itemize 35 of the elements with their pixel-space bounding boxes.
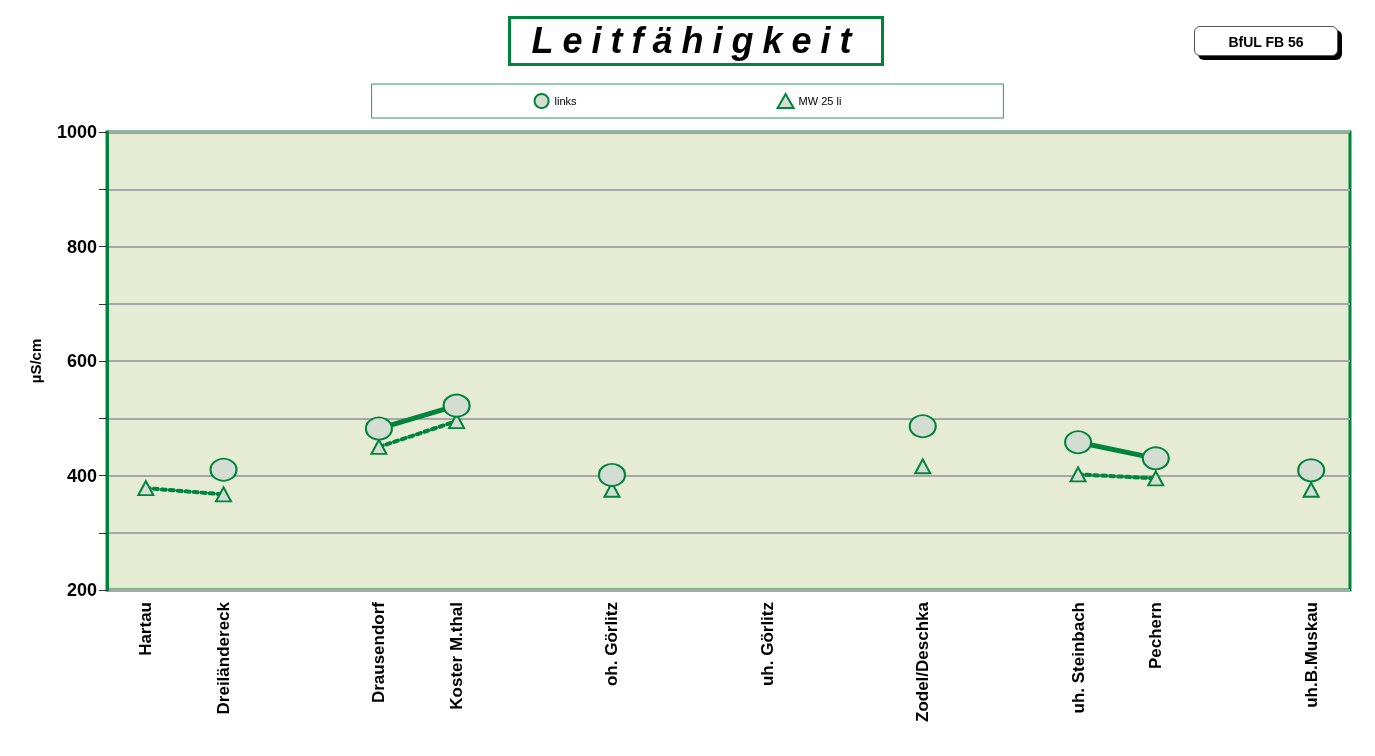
chart-title: Leitfähigkeit <box>508 16 884 66</box>
point <box>370 438 388 455</box>
point <box>1147 470 1165 487</box>
point <box>908 414 937 439</box>
point <box>1069 466 1087 483</box>
x-tick-label: uh.B.Muskau <box>1301 602 1321 708</box>
point <box>1064 430 1093 455</box>
y-tick-label: 800 <box>66 236 97 257</box>
y-tick-label: 200 <box>66 580 97 600</box>
x-tick-label: oh. Görlitz <box>602 602 622 687</box>
x-tick-label: Drausendorf <box>369 601 389 704</box>
x-tick-label: uh. Steinbach <box>1068 602 1088 714</box>
point <box>1302 481 1320 498</box>
point <box>1141 446 1170 471</box>
y-tick-label: 400 <box>66 465 97 486</box>
point <box>598 462 626 487</box>
point <box>914 458 932 475</box>
x-tick-label: Pechern <box>1146 602 1166 670</box>
point <box>1297 458 1326 483</box>
x-tick-label: Dreiländereck <box>214 601 234 715</box>
point <box>442 393 471 418</box>
x-tick-label: uh. Görlitz <box>757 602 777 687</box>
x-tick-label: Hartau <box>136 602 156 656</box>
y-axis-title: µS/cm <box>27 338 44 384</box>
point <box>209 457 238 482</box>
point <box>137 480 155 497</box>
legend-label: MW 25 li <box>798 95 842 107</box>
y-tick-label: 1000 <box>56 122 97 142</box>
legend-label: links <box>554 95 578 107</box>
x-tick-label: Zodel/Deschka <box>913 601 933 722</box>
point <box>364 416 393 441</box>
y-tick-label: 600 <box>66 351 97 371</box>
x-tick-label: Koster M.thal <box>447 602 467 710</box>
text: BfUL FB 56 <box>1194 26 1338 56</box>
point <box>215 486 233 503</box>
